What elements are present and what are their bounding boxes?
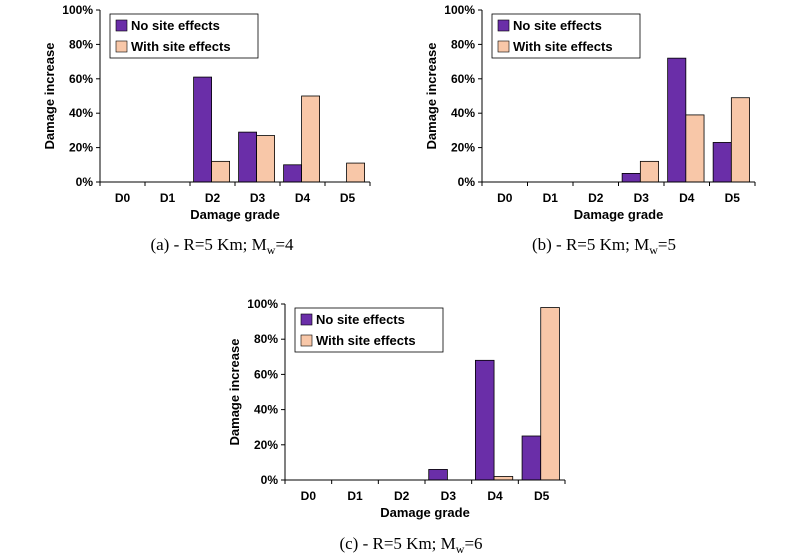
y-tick-label: 60% [69,72,93,86]
x-tick-label-d5: D5 [725,191,741,205]
bar-with-site-d5 [730,97,750,183]
x-tick-label-d4: D4 [679,191,695,205]
x-tick-label-d1: D1 [160,191,176,205]
y-tick-label: 0% [458,175,476,189]
bar-no-site-d3 [621,172,641,183]
y-tick-label: 0% [261,473,279,487]
bar-no-site-d2 [193,76,213,183]
x-axis-title: Damage grade [574,207,664,222]
bar-no-site-d5 [521,435,542,481]
caption-tail: =5 [658,235,676,254]
y-tick-label: 40% [451,106,475,120]
bar-no-site-d4 [474,359,495,481]
y-tick-label: 40% [254,403,278,417]
legend: No site effects With site effects [294,307,444,353]
x-tick-label-d0: D0 [115,191,131,205]
x-tick-label-d1: D1 [347,489,363,503]
caption-tail: =6 [464,534,482,553]
legend-box [109,13,259,59]
x-axis-title: Damage grade [190,207,280,222]
bar-no-site-d4 [283,164,303,183]
y-tick-label: 0% [76,175,94,189]
legend-swatch-with-site [497,40,510,53]
x-tick-label-d0: D0 [301,489,317,503]
caption-subscript: w [649,243,658,257]
bar-with-site-d4 [685,114,705,183]
chart-panel-a: 0% 20% 40% 60% 80% 100% D0 D1 D2 D3 D4 D5 Damage gra… [42,3,371,257]
legend: No site effects With site effects [109,13,259,59]
x-tick-label-d1: D1 [543,191,559,205]
x-tick-label-d3: D3 [634,191,650,205]
bar-with-site-d2 [211,160,231,183]
legend-box [294,307,444,353]
y-axis-title: Damage increase [227,339,242,446]
legend-label-with-site: With site effects [513,39,613,54]
bar-with-site-d4 [493,476,514,481]
legend-swatch-no-site [115,19,128,32]
panel-caption: (c) - R=5 Km; Mw=6 [339,534,482,556]
panel-caption: (a) - R=5 Km; Mw=4 [150,235,294,257]
bar-with-site-d4 [301,95,321,183]
y-tick-label: 80% [451,37,475,51]
legend-swatch-no-site [300,313,313,326]
x-tick-label-d2: D2 [394,489,410,503]
chart-panel-c: 0% 20% 40% 60% 80% 100% D0 D1 D2 D3 D4 D5 Damage gra… [227,297,566,556]
bar-no-site-d3 [238,131,258,183]
bar-with-site-d3 [256,135,276,183]
y-tick-label: 40% [69,106,93,120]
legend-label-no-site: No site effects [513,18,602,33]
y-tick-label: 100% [62,3,93,17]
y-tick-label: 20% [69,141,93,155]
x-tick-label-d5: D5 [534,489,550,503]
y-tick-label: 80% [254,332,278,346]
x-tick-label-d4: D4 [295,191,311,205]
legend-box [491,13,641,59]
bar-no-site-d5 [712,142,732,183]
y-tick-label: 100% [247,297,278,311]
caption-tail: =4 [275,235,294,254]
y-tick-label: 20% [451,141,475,155]
y-axis-title: Damage increase [424,43,439,150]
x-tick-label-d3: D3 [250,191,266,205]
bar-no-site-d3 [428,469,448,481]
legend-label-no-site: No site effects [316,312,405,327]
y-axis-title: Damage increase [42,43,57,150]
legend-swatch-with-site [115,40,128,53]
bar-no-site-d4 [667,57,687,183]
bar-with-site-d5 [540,307,560,481]
x-tick-label-d5: D5 [340,191,356,205]
caption-main: (c) - R=5 Km; M [339,534,455,553]
bar-with-site-d3 [639,160,659,183]
legend-swatch-no-site [497,19,510,32]
x-tick-label-d0: D0 [497,191,513,205]
y-tick-label: 60% [451,72,475,86]
caption-subscript: w [267,243,276,257]
x-tick-label-d2: D2 [205,191,221,205]
panel-caption: (b) - R=5 Km; Mw=5 [532,235,676,257]
legend-label-no-site: No site effects [131,18,220,33]
x-tick-label-d3: D3 [441,489,457,503]
caption-subscript: w [456,542,465,556]
y-tick-label: 20% [254,438,278,452]
bar-with-site-d5 [346,162,366,183]
legend: No site effects With site effects [491,13,641,59]
legend-label-with-site: With site effects [131,39,231,54]
y-tick-label: 100% [444,3,475,17]
x-axis-title: Damage grade [380,505,470,520]
y-tick-label: 60% [254,367,278,381]
y-tick-label: 80% [69,37,93,51]
chart-panel-b: 0% 20% 40% 60% 80% 100% D0 D1 D2 D3 D4 D5 Damage gra… [424,3,756,257]
legend-swatch-with-site [300,334,313,347]
legend-label-with-site: With site effects [316,333,416,348]
caption-main: (a) - R=5 Km; M [150,235,266,254]
caption-main: (b) - R=5 Km; M [532,235,649,254]
x-tick-label-d2: D2 [588,191,604,205]
x-tick-label-d4: D4 [487,489,503,503]
